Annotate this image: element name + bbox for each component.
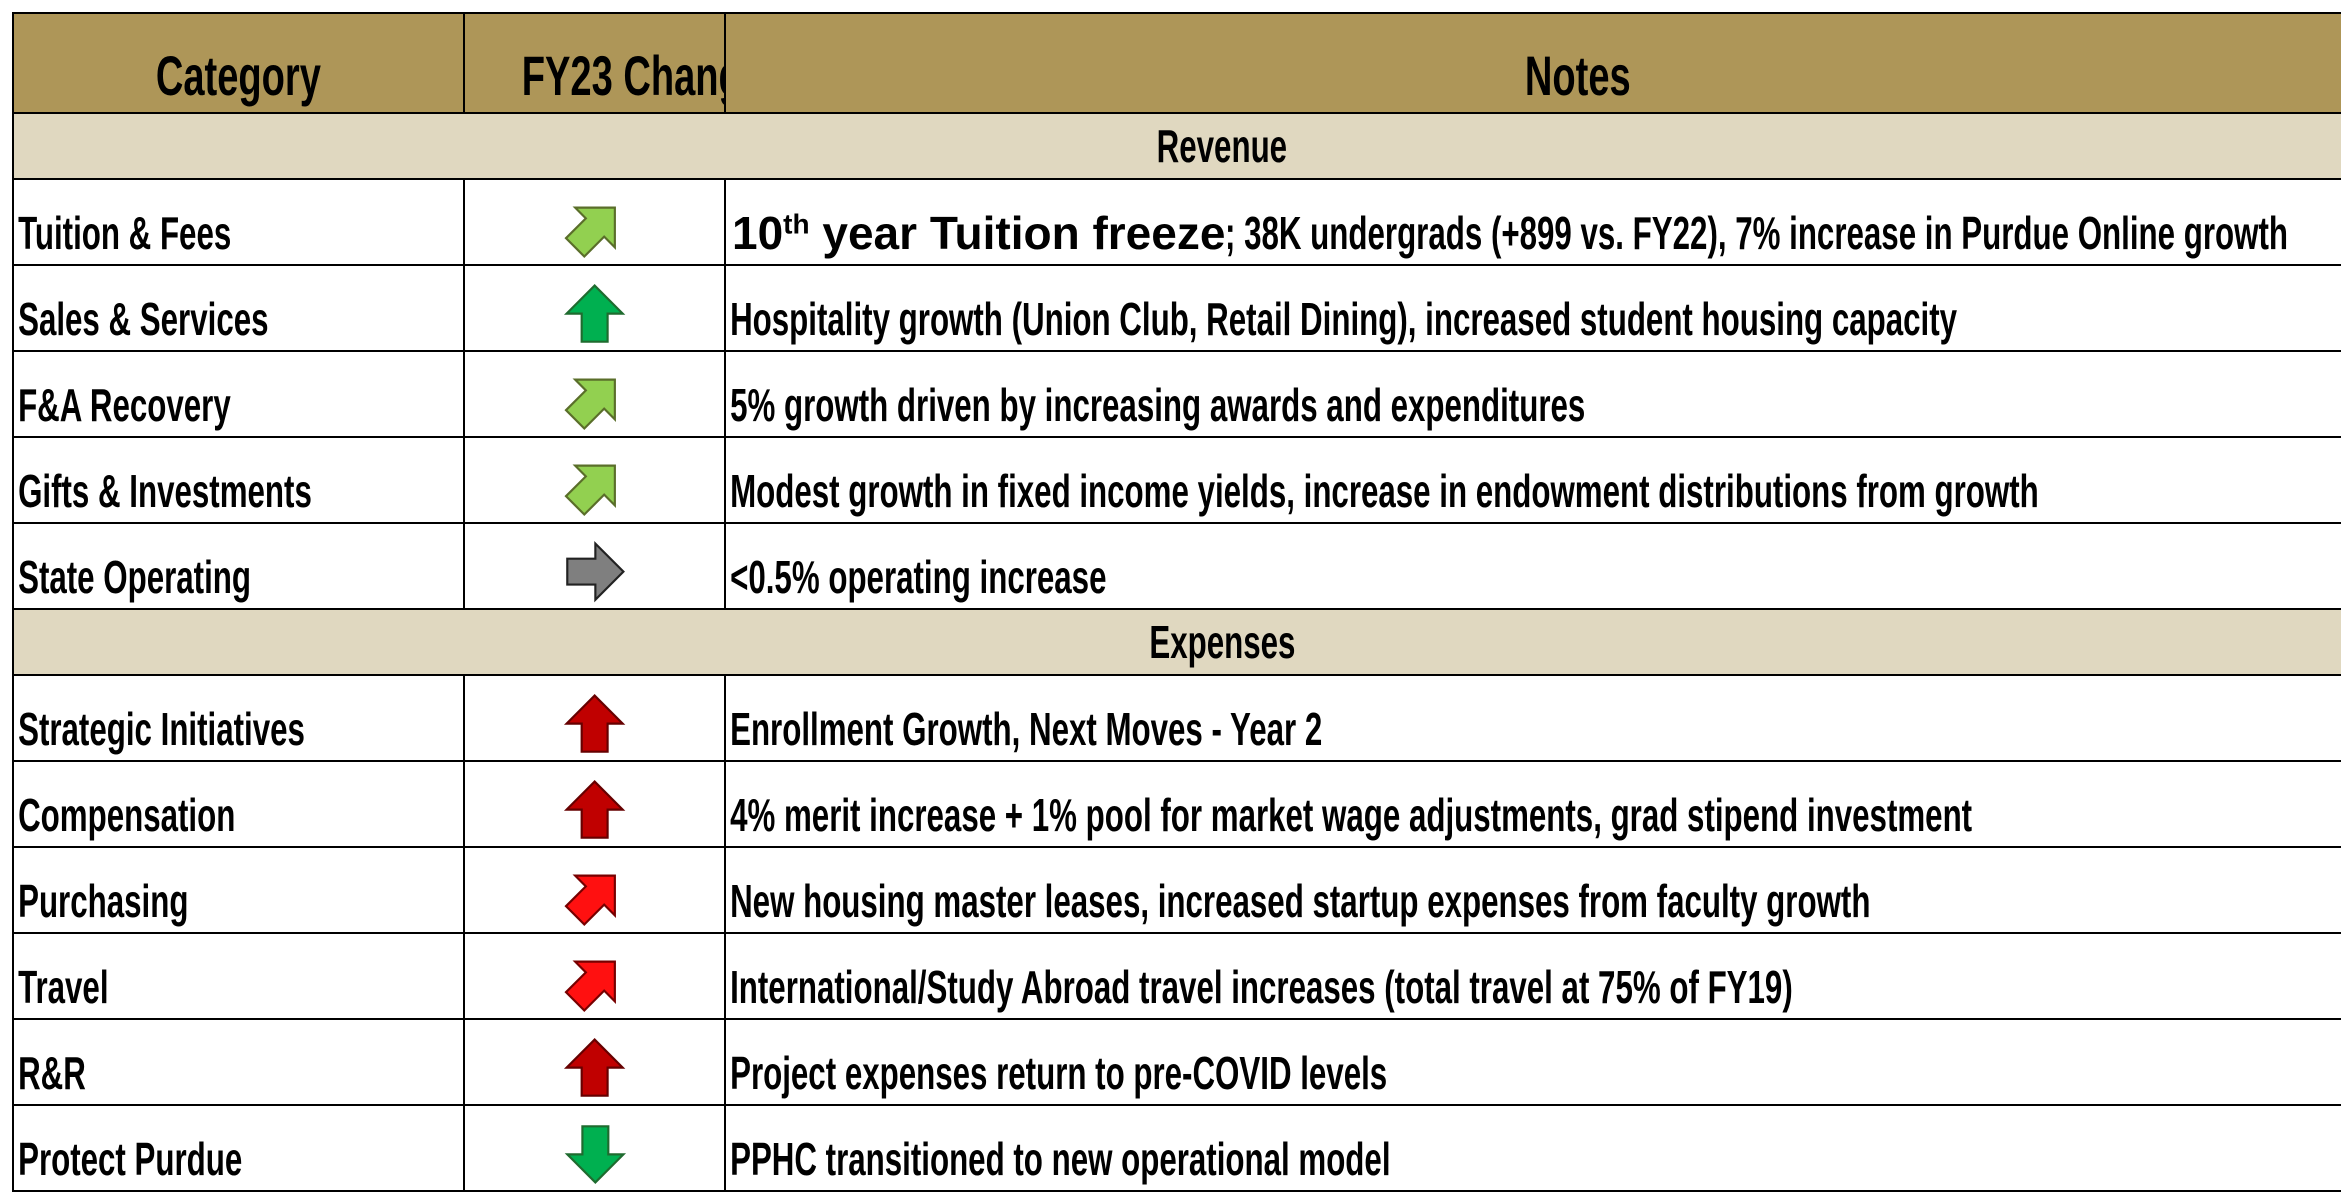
row: Travel International/Study Abroad travel … — [12, 932, 2341, 1020]
category: Sales & Services — [18, 293, 269, 345]
category: Tuition & Fees — [18, 207, 232, 259]
header-row: Category FY23 Change Notes — [12, 12, 2341, 114]
row: Strategic Initiatives Enrollment Growth, … — [12, 674, 2341, 762]
notes-sup: th — [783, 208, 810, 240]
notes: PPHC transitioned to new operational mod… — [730, 1133, 1391, 1185]
arrow-icon — [564, 284, 624, 343]
section-cell: Expenses — [12, 608, 2341, 676]
notes: International/Study Abroad travel increa… — [730, 961, 1793, 1013]
category: Purchasing — [18, 875, 189, 927]
notes: Enrollment Growth, Next Moves - Year 2 — [730, 703, 1323, 755]
row: State Operating <0.5% operating increase — [12, 522, 2341, 610]
notes-cell: International/Study Abroad travel increa… — [724, 932, 2341, 1020]
notes-cell: 4% merit increase + 1% pool for market w… — [724, 760, 2341, 848]
row: R&R Project expenses return to pre-COVID … — [12, 1018, 2341, 1106]
notes-cell: <0.5% operating increase — [724, 522, 2341, 610]
section-row: Revenue — [12, 112, 2341, 180]
change-cell — [463, 760, 726, 848]
header-cell: Notes — [724, 12, 2341, 114]
arrow-icon — [558, 860, 631, 931]
arrow-icon — [565, 1125, 625, 1184]
row: Tuition & Fees 10th year Tuition freeze;… — [12, 178, 2341, 266]
change-cell — [463, 436, 726, 524]
arrow-icon — [558, 192, 631, 263]
change-cell — [463, 522, 726, 610]
notes-cell: Modest growth in fixed income yields, in… — [724, 436, 2341, 524]
arrow-icon — [558, 450, 631, 521]
row: Protect Purdue PPHC transitioned to new o… — [12, 1104, 2341, 1192]
category-cell: Gifts & Investments — [12, 436, 465, 524]
notes-cell: New housing master leases, increased sta… — [724, 846, 2341, 934]
category-cell: Tuition & Fees — [12, 178, 465, 266]
notes: 10th year Tuition freeze — [727, 207, 1226, 259]
notes: Hospitality growth (Union Club, Retail D… — [730, 293, 1958, 345]
notes-rest: ; 38K undergrads (+899 vs. FY22), 7% inc… — [1225, 207, 2289, 259]
notes-bold: year Tuition freeze — [809, 207, 1226, 259]
notes: 5% growth driven by increasing awards an… — [730, 379, 1586, 431]
change-cell — [463, 846, 726, 934]
category: Travel — [18, 961, 109, 1013]
header-cell: FY23 Change — [463, 12, 726, 114]
arrow-icon — [558, 364, 631, 435]
notes-cell: 10th year Tuition freeze; 38K undergrads… — [724, 178, 2341, 266]
category-cell: Strategic Initiatives — [12, 674, 465, 762]
category: Compensation — [18, 789, 236, 841]
header-cell: Category — [12, 12, 465, 114]
notes: <0.5% operating increase — [730, 551, 1107, 603]
notes-cell: Hospitality growth (Union Club, Retail D… — [724, 264, 2341, 352]
category: Protect Purdue — [18, 1133, 243, 1185]
category: State Operating — [18, 551, 251, 603]
category-cell: Protect Purdue — [12, 1104, 465, 1192]
row: Purchasing New housing master leases, inc… — [12, 846, 2341, 934]
section-cell: Revenue — [12, 112, 2341, 180]
category-cell: R&R — [12, 1018, 465, 1106]
notes: Project expenses return to pre-COVID lev… — [730, 1047, 1388, 1099]
arrow-icon — [564, 1038, 624, 1097]
notes-cell: Project expenses return to pre-COVID lev… — [724, 1018, 2341, 1106]
notes-cell: PPHC transitioned to new operational mod… — [724, 1104, 2341, 1192]
arrow-icon — [564, 694, 624, 753]
section-title: Expenses — [1148, 616, 1296, 668]
category-cell: Purchasing — [12, 846, 465, 934]
row: Compensation 4% merit increase + 1% pool … — [12, 760, 2341, 848]
change-cell — [463, 932, 726, 1020]
notes: Modest growth in fixed income yields, in… — [730, 465, 2039, 517]
row: Gifts & Investments Modest growth in fixe… — [12, 436, 2341, 524]
category: F&A Recovery — [18, 379, 231, 431]
change-cell — [463, 350, 726, 438]
category-cell: Sales & Services — [12, 264, 465, 352]
category: Gifts & Investments — [18, 465, 312, 517]
notes: 4% merit increase + 1% pool for market w… — [730, 789, 1973, 841]
header-text: Notes — [1525, 43, 1631, 107]
change-cell — [463, 1104, 726, 1192]
category-cell: State Operating — [12, 522, 465, 610]
notes-cell: 5% growth driven by increasing awards an… — [724, 350, 2341, 438]
category-cell: Compensation — [12, 760, 465, 848]
change-cell — [463, 1018, 726, 1106]
arrow-icon — [565, 542, 625, 601]
category-cell: Travel — [12, 932, 465, 1020]
category: Strategic Initiatives — [18, 703, 305, 755]
header-text: Category — [155, 43, 322, 107]
notes: New housing master leases, increased sta… — [730, 875, 1871, 927]
notes-cell: Enrollment Growth, Next Moves - Year 2 — [724, 674, 2341, 762]
header-text: FY23 Change — [521, 43, 723, 107]
section-title: Revenue — [1156, 120, 1288, 172]
row: F&A Recovery 5% growth driven by increasi… — [12, 350, 2341, 438]
category: R&R — [18, 1047, 86, 1099]
summary-table: Category FY23 Change Notes Revenue Tuiti… — [12, 12, 2341, 1192]
change-cell — [463, 674, 726, 762]
row: Sales & Services Hospitality growth (Unio… — [12, 264, 2341, 352]
category-cell: F&A Recovery — [12, 350, 465, 438]
section-row: Expenses — [12, 608, 2341, 676]
change-cell — [463, 178, 726, 266]
notes-lead: 10 — [732, 207, 784, 259]
change-cell — [463, 264, 726, 352]
arrow-icon — [564, 780, 624, 839]
arrow-icon — [558, 946, 631, 1017]
